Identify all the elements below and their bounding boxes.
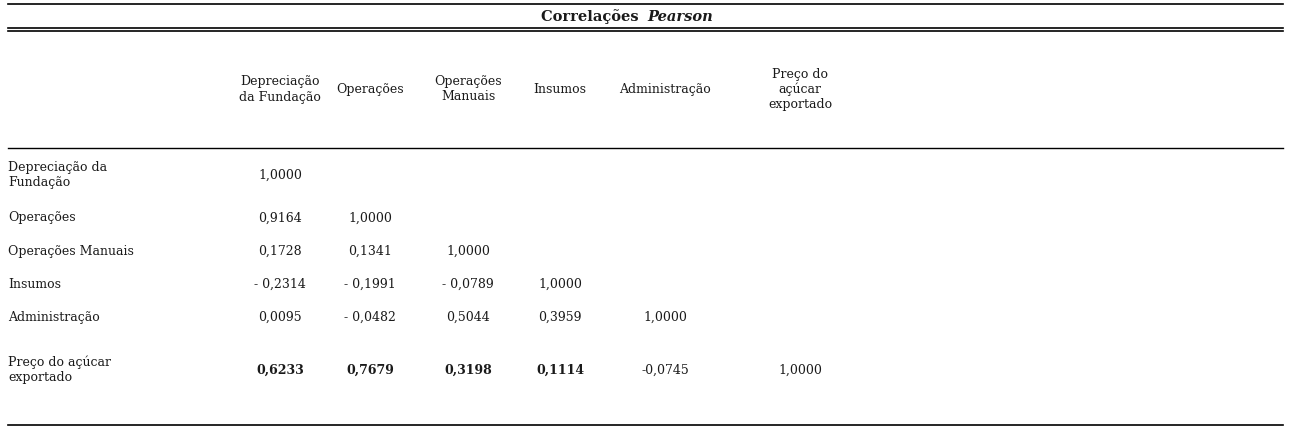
Text: - 0,2314: - 0,2314 [254, 278, 306, 290]
Text: 1,0000: 1,0000 [349, 211, 392, 224]
Text: Insumos: Insumos [8, 278, 61, 290]
Text: - 0,0789: - 0,0789 [442, 278, 494, 290]
Text: 0,7679: 0,7679 [346, 363, 394, 377]
Text: Administração: Administração [8, 311, 99, 323]
Text: Administração: Administração [620, 83, 711, 96]
Text: Preço do
açúcar
exportado: Preço do açúcar exportado [768, 68, 833, 111]
Text: 0,0095: 0,0095 [258, 311, 302, 323]
Text: Pearson: Pearson [648, 10, 713, 24]
Text: Depreciação da
Fundação: Depreciação da Fundação [8, 161, 107, 189]
Text: Depreciação
da Fundação: Depreciação da Fundação [239, 76, 321, 103]
Text: 1,0000: 1,0000 [643, 311, 687, 323]
Text: 1,0000: 1,0000 [778, 363, 822, 377]
Text: Preço do açúcar
exportado: Preço do açúcar exportado [8, 356, 111, 384]
Text: Operações Manuais: Operações Manuais [8, 245, 134, 257]
Text: Correlações: Correlações [541, 9, 643, 24]
Text: 1,0000: 1,0000 [258, 169, 302, 181]
Text: 1,0000: 1,0000 [538, 278, 582, 290]
Text: Operações: Operações [336, 83, 404, 96]
Text: Insumos: Insumos [533, 83, 586, 96]
Text: Operações
Manuais: Operações Manuais [434, 76, 502, 103]
Text: 0,1341: 0,1341 [349, 245, 392, 257]
Text: - 0,0482: - 0,0482 [345, 311, 396, 323]
Text: 0,1114: 0,1114 [536, 363, 584, 377]
Text: 0,1728: 0,1728 [258, 245, 302, 257]
Text: 0,6233: 0,6233 [256, 363, 303, 377]
Text: Operações: Operações [8, 211, 76, 224]
Text: - 0,1991: - 0,1991 [345, 278, 396, 290]
Text: 0,5044: 0,5044 [447, 311, 489, 323]
Text: 0,9164: 0,9164 [258, 211, 302, 224]
Text: 1,0000: 1,0000 [447, 245, 491, 257]
Text: 0,3198: 0,3198 [444, 363, 492, 377]
Text: 0,3959: 0,3959 [538, 311, 582, 323]
Text: -0,0745: -0,0745 [642, 363, 689, 377]
